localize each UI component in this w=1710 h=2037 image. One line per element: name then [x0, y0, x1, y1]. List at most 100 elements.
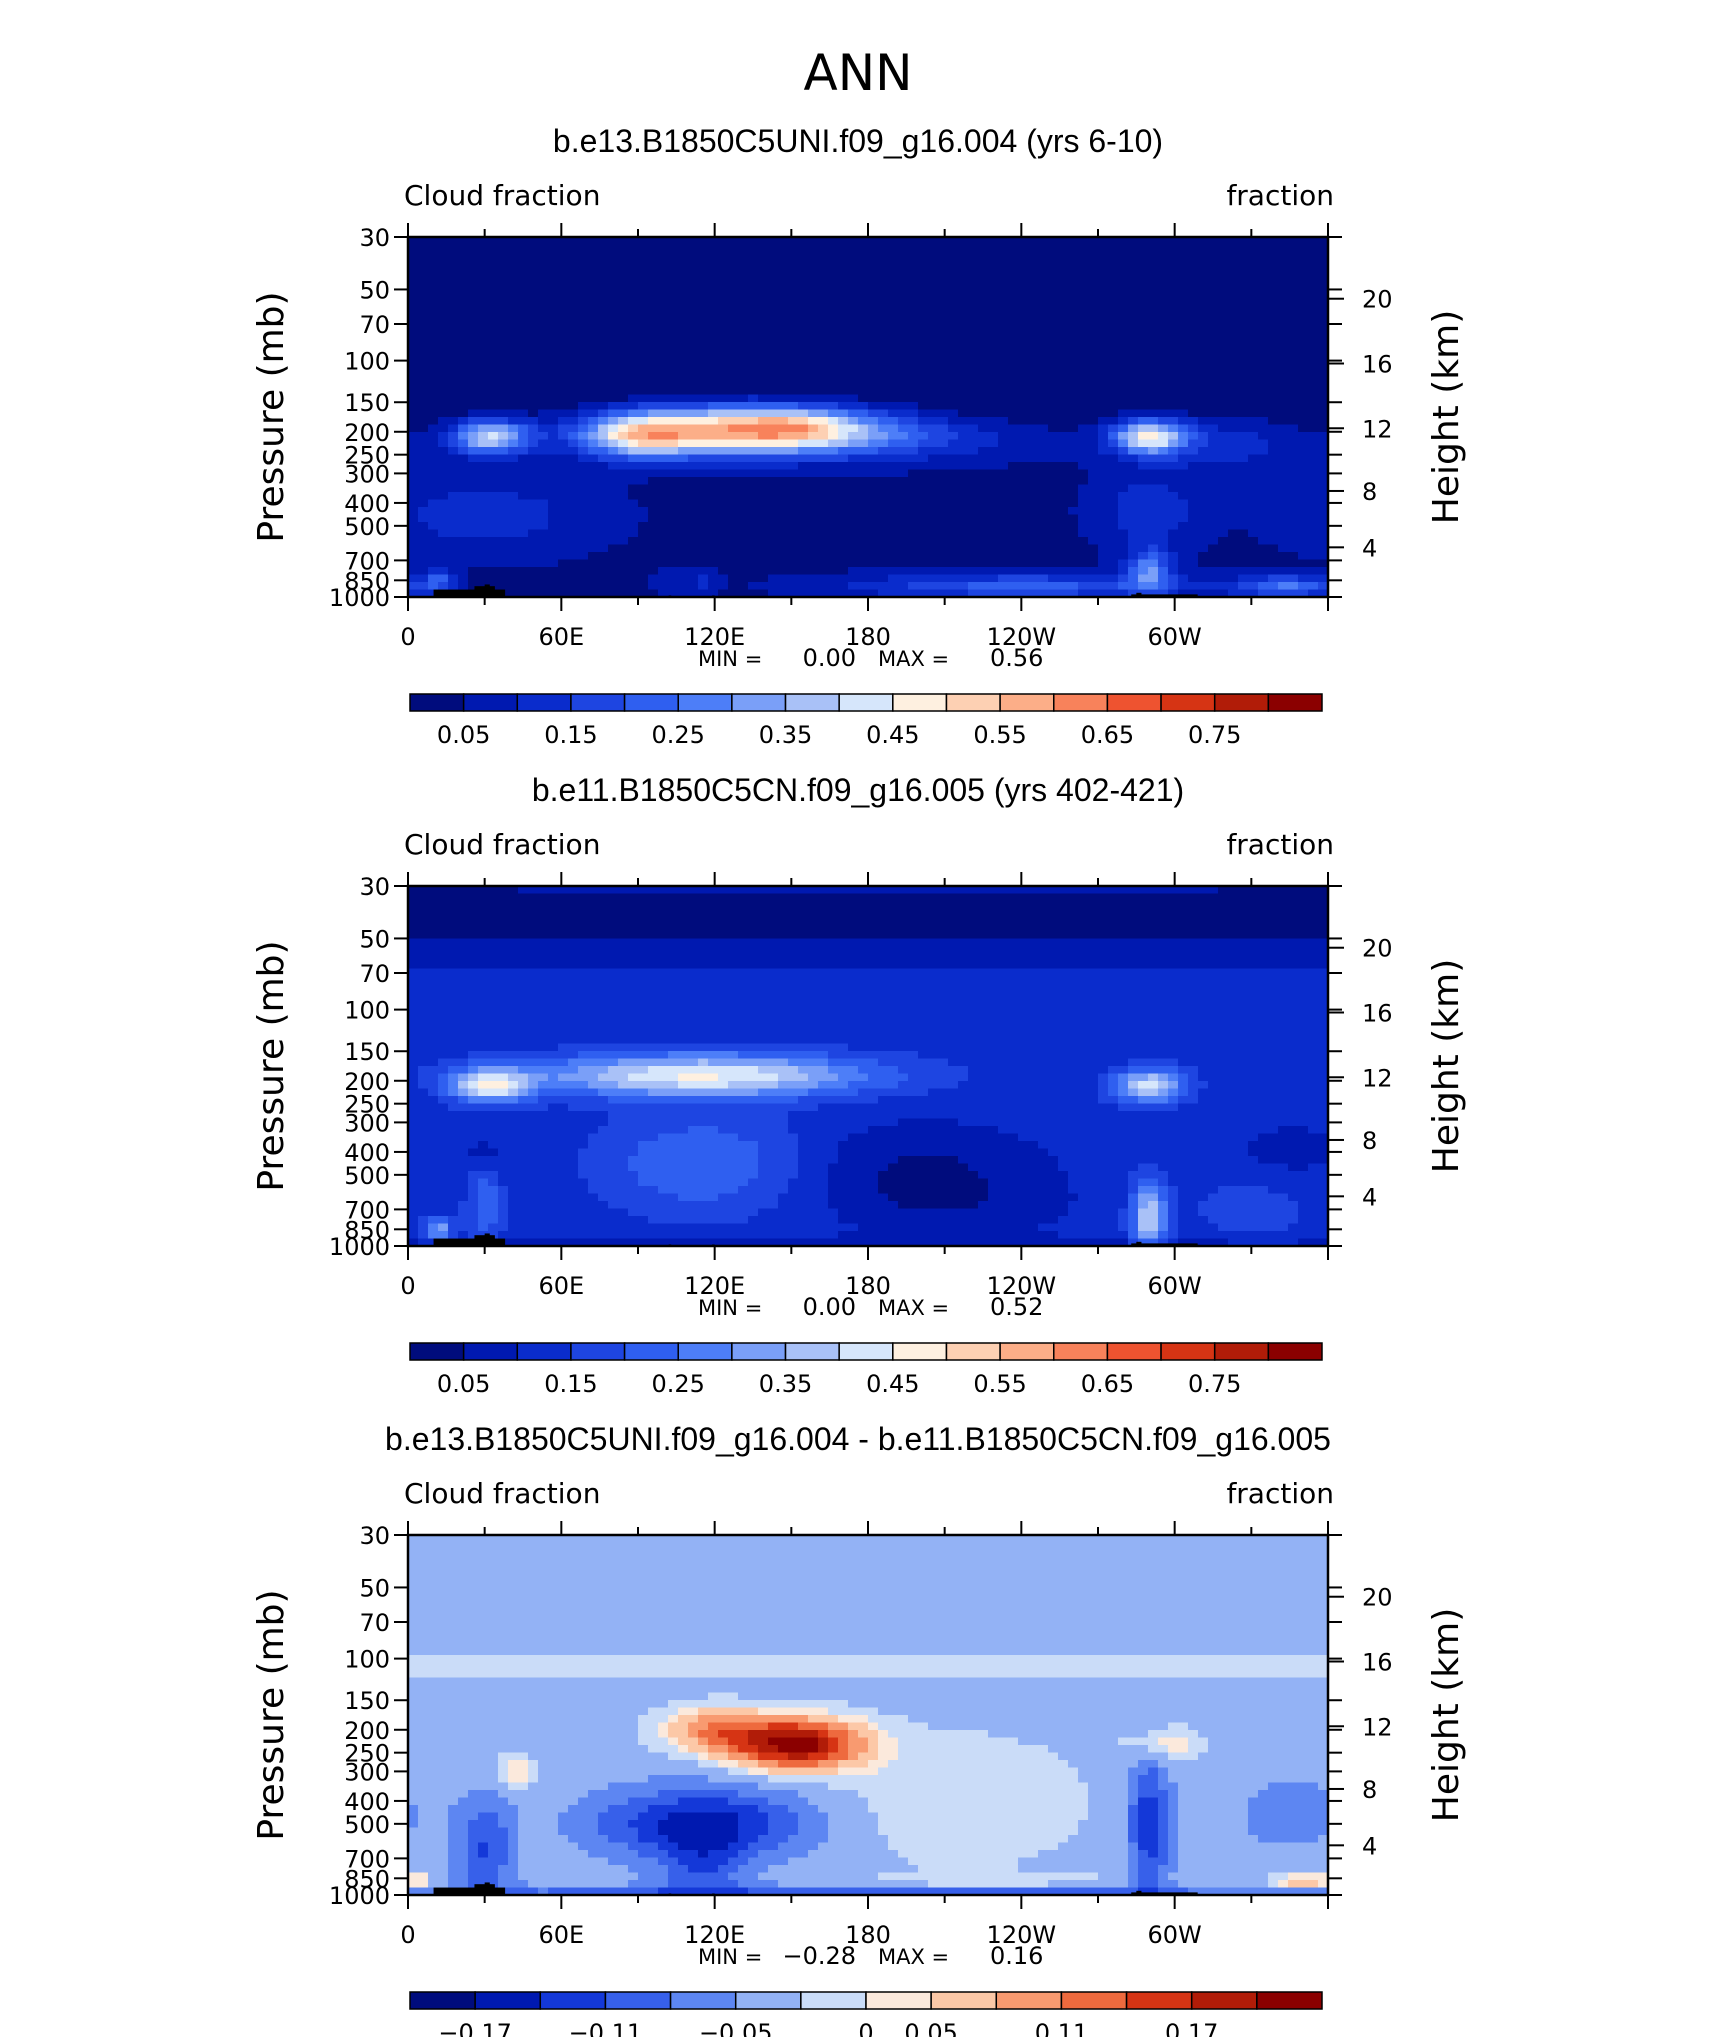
heatmap-cell: [1128, 544, 1139, 553]
heatmap-cell: [1208, 244, 1219, 253]
heatmap-cell: [1008, 259, 1019, 268]
heatmap-cell: [948, 447, 959, 456]
heatmap-cell: [1128, 499, 1139, 508]
heatmap-cell: [848, 477, 859, 486]
heatmap-cell: [878, 537, 889, 546]
heatmap-cell: [648, 462, 659, 471]
heatmap-cell: [1098, 372, 1109, 381]
heatmap-cell: [518, 908, 529, 917]
heatmap-cell: [568, 567, 579, 576]
heatmap-cell: [908, 274, 919, 283]
heatmap-cell: [598, 289, 609, 298]
heatmap-cell: [468, 499, 479, 508]
heatmap-cell: [848, 379, 859, 388]
heatmap-cell: [1168, 492, 1179, 501]
heatmap-cell: [818, 282, 829, 291]
heatmap-cell: [598, 387, 609, 396]
heatmap-cell: [968, 409, 979, 418]
heatmap-cell: [1198, 297, 1209, 306]
heatmap-cell: [818, 334, 829, 343]
heatmap-cell: [1078, 582, 1089, 591]
heatmap-cell: [898, 394, 909, 403]
heatmap-cell: [558, 454, 569, 463]
heatmap-cell: [588, 507, 599, 516]
heatmap-cell: [488, 282, 499, 291]
heatmap-cell: [938, 477, 949, 486]
heatmap-cell: [678, 916, 689, 925]
heatmap-cell: [598, 507, 609, 516]
heatmap-cell: [578, 439, 589, 448]
heatmap-cell: [958, 312, 969, 321]
heatmap-cell: [898, 522, 909, 531]
heatmap-cell: [848, 439, 859, 448]
heatmap-cell: [818, 589, 829, 598]
heatmap-cell: [558, 252, 569, 261]
heatmap-cell: [928, 484, 939, 493]
heatmap-cell: [1048, 893, 1059, 902]
heatmap-cell: [498, 297, 509, 306]
heatmap-cell: [868, 477, 879, 486]
heatmap-cell: [878, 349, 889, 358]
heatmap-cell: [1158, 387, 1169, 396]
heatmap-cell: [528, 267, 539, 276]
heatmap-cell: [488, 544, 499, 553]
heatmap-cell: [518, 417, 529, 426]
heatmap-cell: [1098, 402, 1109, 411]
heatmap-cell: [618, 319, 629, 328]
heatmap-cell: [808, 477, 819, 486]
heatmap-cell: [708, 484, 719, 493]
heatmap-cell: [938, 304, 949, 313]
heatmap-cell: [688, 289, 699, 298]
heatmap-cell: [1248, 567, 1259, 576]
heatmap-cell: [1318, 908, 1329, 917]
heatmap-cell: [528, 447, 539, 456]
heatmap-cell: [468, 387, 479, 396]
heatmap-cell: [1018, 514, 1029, 523]
heatmap-cell: [528, 289, 539, 298]
heatmap-cell: [788, 537, 799, 546]
heatmap-cell: [1288, 514, 1299, 523]
heatmap-cell: [758, 394, 769, 403]
heatmap-cell: [1248, 522, 1259, 531]
heatmap-cell: [1158, 304, 1169, 313]
heatmap-cell: [748, 499, 759, 508]
heatmap-cell: [1038, 402, 1049, 411]
heatmap-cell: [1288, 499, 1299, 508]
heatmap-cell: [1178, 589, 1189, 598]
heatmap-cell: [1108, 454, 1119, 463]
heatmap-cell: [558, 559, 569, 568]
heatmap-cell: [968, 552, 979, 561]
heatmap-cell: [758, 417, 769, 426]
heatmap-cell: [928, 589, 939, 598]
heatmap-cell: [708, 447, 719, 456]
heatmap-cell: [1188, 259, 1199, 268]
heatmap-cell: [1158, 334, 1169, 343]
heatmap-cell: [1238, 304, 1249, 313]
heatmap-cell: [608, 424, 619, 433]
heatmap-cell: [898, 916, 909, 925]
heatmap-cell: [488, 387, 499, 396]
heatmap-cell: [918, 544, 929, 553]
heatmap-cell: [558, 574, 569, 583]
heatmap-cell: [808, 462, 819, 471]
heatmap-cell: [988, 244, 999, 253]
heatmap-cell: [718, 916, 729, 925]
heatmap-cell: [598, 379, 609, 388]
heatmap-cell: [548, 574, 559, 583]
heatmap-cell: [1108, 477, 1119, 486]
heatmap-cell: [448, 916, 459, 925]
heatmap-cell: [898, 544, 909, 553]
heatmap-cell: [1068, 417, 1079, 426]
heatmap-cell: [1118, 319, 1129, 328]
heatmap-cell: [878, 282, 889, 291]
heatmap-cell: [1008, 886, 1019, 895]
heatmap-cell: [1278, 484, 1289, 493]
heatmap-cell: [1268, 559, 1279, 568]
heatmap-cell: [1168, 574, 1179, 583]
heatmap-cell: [788, 312, 799, 321]
heatmap-cell: [548, 567, 559, 576]
heatmap-cell: [1068, 447, 1079, 456]
heatmap-cell: [668, 319, 679, 328]
heatmap-cell: [868, 349, 879, 358]
heatmap-cell: [1318, 567, 1329, 576]
